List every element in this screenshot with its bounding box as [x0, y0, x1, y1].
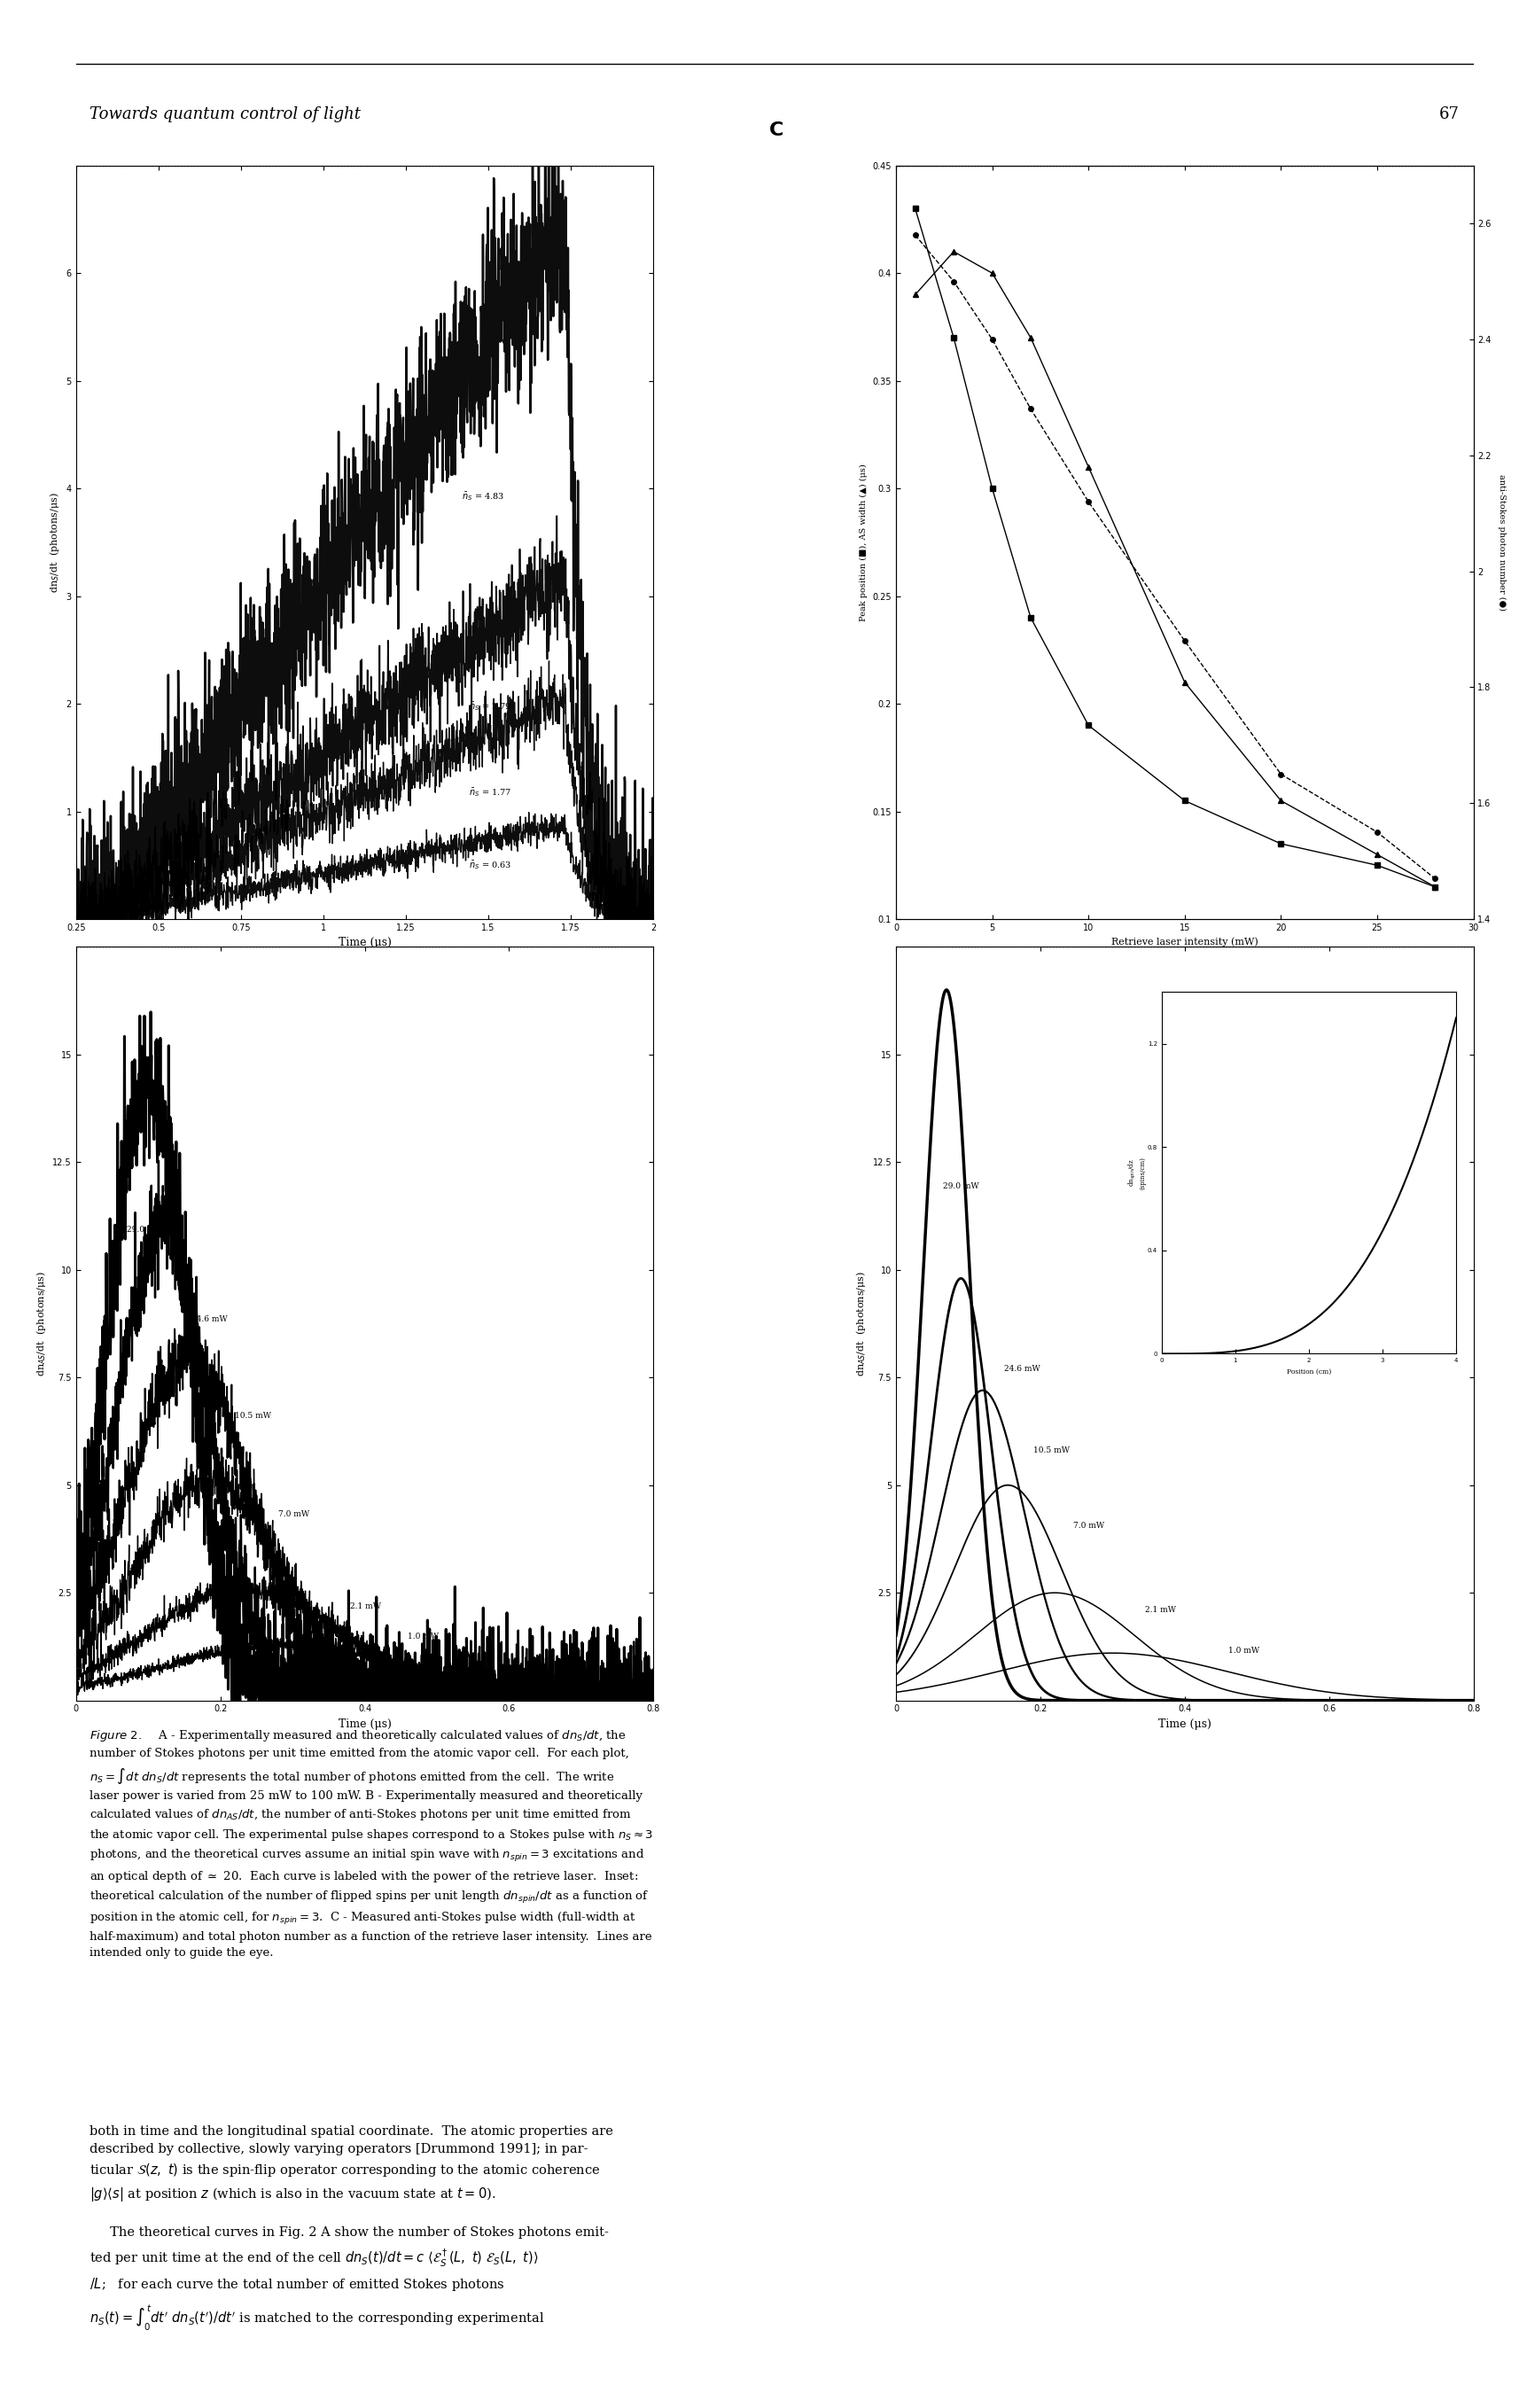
- Text: $\bar{n}_S$ = 0.63: $\bar{n}_S$ = 0.63: [469, 860, 512, 872]
- Text: Towards quantum control of light: Towards quantum control of light: [90, 106, 362, 123]
- Text: 7.0 mW: 7.0 mW: [1072, 1522, 1104, 1529]
- X-axis label: Retrieve laser intensity (mW): Retrieve laser intensity (mW): [1112, 937, 1258, 946]
- Y-axis label: dn$_{AS}$/dt  (photons/μs): dn$_{AS}$/dt (photons/μs): [35, 1271, 47, 1377]
- Text: $\bar{n}_S$ = 2.79: $\bar{n}_S$ = 2.79: [469, 701, 512, 713]
- Text: 1.0 mW: 1.0 mW: [1227, 1647, 1259, 1654]
- Text: 2.1 mW: 2.1 mW: [351, 1601, 381, 1611]
- Text: 24.6 mW: 24.6 mW: [1004, 1365, 1041, 1373]
- Text: 10.5 mW: 10.5 mW: [235, 1411, 270, 1421]
- Text: $\it{Figure}$ $\it{2.}$    A - Experimentally measured and theoretically calcula: $\it{Figure}$ $\it{2.}$ A - Experimental…: [90, 1729, 653, 1958]
- Text: 29.0 mW: 29.0 mW: [943, 1182, 978, 1190]
- Text: both in time and the longitudinal spatial coordinate.  The atomic properties are: both in time and the longitudinal spatia…: [90, 2107, 614, 2333]
- Text: 10.5 mW: 10.5 mW: [1033, 1447, 1069, 1454]
- X-axis label: Time (μs): Time (μs): [339, 937, 392, 949]
- Y-axis label: dn$_{AS}$/dt  (photons/μs): dn$_{AS}$/dt (photons/μs): [854, 1271, 867, 1377]
- Text: $\bar{n}_S$ = 1.77: $\bar{n}_S$ = 1.77: [469, 787, 512, 799]
- Text: C: C: [769, 120, 784, 140]
- Text: 7.0 mW: 7.0 mW: [278, 1510, 310, 1519]
- Text: $\bar{n}_S$ = 4.83: $\bar{n}_S$ = 4.83: [462, 491, 504, 503]
- Text: 2.1 mW: 2.1 mW: [1145, 1606, 1176, 1613]
- Y-axis label: dn$_S$/dt  (photons/μs): dn$_S$/dt (photons/μs): [49, 491, 61, 592]
- Text: 67: 67: [1438, 106, 1460, 123]
- X-axis label: Time (μs): Time (μs): [339, 1719, 392, 1729]
- Y-axis label: Peak position (■), AS width (▲) (μs): Peak position (■), AS width (▲) (μs): [860, 462, 867, 621]
- Y-axis label: anti-Stokes photon number (●): anti-Stokes photon number (●): [1498, 474, 1507, 612]
- Text: 1.0 mW: 1.0 mW: [409, 1633, 439, 1640]
- X-axis label: Time (μs): Time (μs): [1157, 1719, 1211, 1729]
- Text: 29.0 mW: 29.0 mW: [126, 1226, 163, 1233]
- Text: 24.6 mW: 24.6 mW: [191, 1315, 228, 1324]
